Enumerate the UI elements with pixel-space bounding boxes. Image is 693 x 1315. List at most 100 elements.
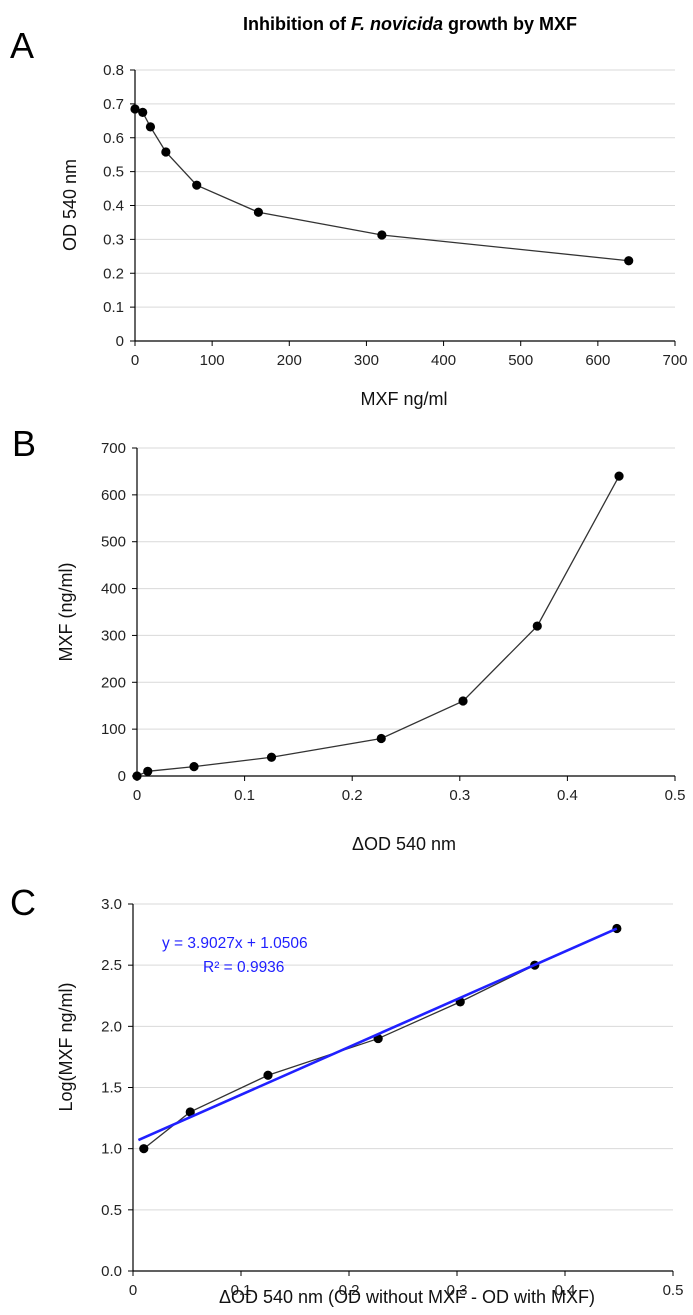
x-tick-label: 0 [129, 1282, 137, 1299]
panel-a-ylabel: OD 540 nm [60, 159, 80, 251]
panel-a-grid [135, 69, 675, 308]
panel-a-xtick-labels: 0 100 200 300 400 500 600 700 [131, 352, 688, 369]
y-tick-label: 700 [101, 440, 126, 457]
data-point [138, 107, 148, 117]
y-tick-label: 3.0 [101, 896, 122, 913]
panel-c-axes [128, 903, 674, 1276]
y-tick-label: 0 [116, 333, 124, 350]
data-point [189, 762, 199, 772]
x-tick-label: 0.1 [231, 1282, 252, 1299]
y-tick-label: 0.1 [103, 299, 124, 316]
data-point [253, 207, 264, 217]
y-tick-label: 600 [101, 487, 126, 504]
x-tick-label: 0.3 [449, 787, 470, 804]
panel-b-ytick-labels: 0 100 200 300 400 500 600 700 [101, 440, 126, 785]
y-tick-label: 1.0 [101, 1141, 122, 1158]
data-point [377, 230, 387, 240]
data-point [612, 923, 622, 934]
y-tick-label: 1.5 [101, 1080, 122, 1097]
panel-a-xlabel: MXF ng/ml [360, 389, 447, 409]
panel-letter-b: B [12, 423, 36, 464]
panel-c: C 0.0 0.5 1.0 1.5 2.0 2.5 3.0 0 0.1 0.2 0.3 0.4 0.5… [10, 882, 683, 1307]
x-tick-label: 0.2 [339, 1282, 360, 1299]
panel-b-xlabel: ΔOD 540 nm [352, 834, 456, 854]
data-point [143, 766, 153, 776]
figure-title-part: Inhibition of [243, 14, 351, 34]
data-point [185, 1107, 195, 1117]
panel-a-series [130, 104, 634, 266]
x-tick-label: 0.2 [342, 787, 363, 804]
data-point [266, 752, 277, 762]
x-tick-label: 0 [133, 787, 141, 804]
panel-letter-a: A [10, 25, 34, 66]
panel-b-grid [137, 447, 675, 730]
data-point [161, 147, 171, 157]
x-tick-label: 0.4 [555, 1282, 576, 1299]
panel-c-ytick-labels: 0.0 0.5 1.0 1.5 2.0 2.5 3.0 [101, 896, 122, 1280]
y-tick-label: 0 [118, 768, 126, 785]
y-tick-label: 500 [101, 534, 126, 551]
data-point [376, 733, 386, 744]
y-tick-label: 100 [101, 721, 126, 738]
panel-b-xtick-labels: 0 0.1 0.2 0.3 0.4 0.5 [133, 787, 686, 804]
panel-a: A 0 0.1 0.2 0.3 0.4 0.5 0.6 0.7 0.8 0 100 200 300 40… [10, 25, 688, 409]
panel-c-grid [133, 903, 673, 1211]
trendline-r-squared: R² = 0.9936 [203, 959, 284, 976]
x-tick-label: 0.5 [665, 787, 686, 804]
x-tick-label: 0.1 [234, 787, 255, 804]
panel-c-trendline [137, 927, 618, 1142]
y-tick-label: 0.8 [103, 62, 124, 79]
panel-c-ylabel: Log(MXF ng/ml) [56, 982, 76, 1111]
y-tick-label: 2.5 [101, 957, 122, 974]
y-tick-label: 0.7 [103, 96, 124, 113]
x-tick-label: 500 [508, 352, 533, 369]
y-tick-label: 2.0 [101, 1018, 122, 1035]
data-point [624, 256, 634, 266]
panel-a-axes [130, 69, 676, 346]
x-tick-label: 300 [354, 352, 379, 369]
data-point [263, 1070, 273, 1080]
data-point [458, 696, 468, 706]
panel-b-axes [132, 447, 676, 781]
figure-title-species: F. novicida [351, 14, 443, 34]
panel-b: B 0 100 200 300 400 500 600 700 0 0.1 0.2 0.3 0.4 0.… [12, 423, 685, 854]
x-tick-label: 200 [277, 352, 302, 369]
panel-letter-c: C [10, 882, 36, 923]
trendline-equation: y = 3.9027x + 1.0506 [162, 935, 308, 952]
panel-c-xlabel: ΔOD 540 nm (OD without MXF - OD with MXF… [219, 1287, 595, 1307]
panel-c-xtick-labels: 0 0.1 0.2 0.3 0.4 0.5 [129, 1282, 684, 1299]
data-point [614, 471, 624, 481]
y-tick-label: 0.6 [103, 130, 124, 147]
panel-b-ylabel: MXF (ng/ml) [56, 563, 76, 662]
x-tick-label: 0.5 [663, 1282, 684, 1299]
y-tick-label: 0.2 [103, 265, 124, 282]
x-tick-label: 0 [131, 352, 139, 369]
figure-title: Inhibition of F. novicida growth by MXF [243, 14, 577, 34]
data-point [139, 1144, 149, 1154]
data-point [130, 104, 140, 114]
y-tick-label: 0.5 [101, 1202, 122, 1219]
y-tick-label: 0.3 [103, 231, 124, 248]
panel-a-ytick-labels: 0 0.1 0.2 0.3 0.4 0.5 0.6 0.7 0.8 [103, 62, 124, 350]
x-tick-label: 0.4 [557, 787, 578, 804]
y-tick-label: 0.5 [103, 164, 124, 181]
x-tick-label: 0.3 [447, 1282, 468, 1299]
series-line [136, 475, 620, 777]
y-tick-label: 0.0 [101, 1263, 122, 1280]
y-tick-label: 200 [101, 674, 126, 691]
data-point [132, 771, 142, 781]
x-tick-label: 600 [585, 352, 610, 369]
x-tick-label: 400 [431, 352, 456, 369]
data-point [145, 122, 156, 132]
data-point [192, 180, 202, 190]
trendline [137, 927, 618, 1142]
x-tick-label: 100 [200, 352, 225, 369]
panel-b-series [132, 471, 624, 781]
x-tick-label: 700 [662, 352, 687, 369]
data-point [532, 621, 542, 631]
figure-title-part: growth by MXF [443, 14, 577, 34]
y-tick-label: 400 [101, 581, 126, 598]
y-tick-label: 300 [101, 627, 126, 644]
y-tick-label: 0.4 [103, 198, 124, 215]
